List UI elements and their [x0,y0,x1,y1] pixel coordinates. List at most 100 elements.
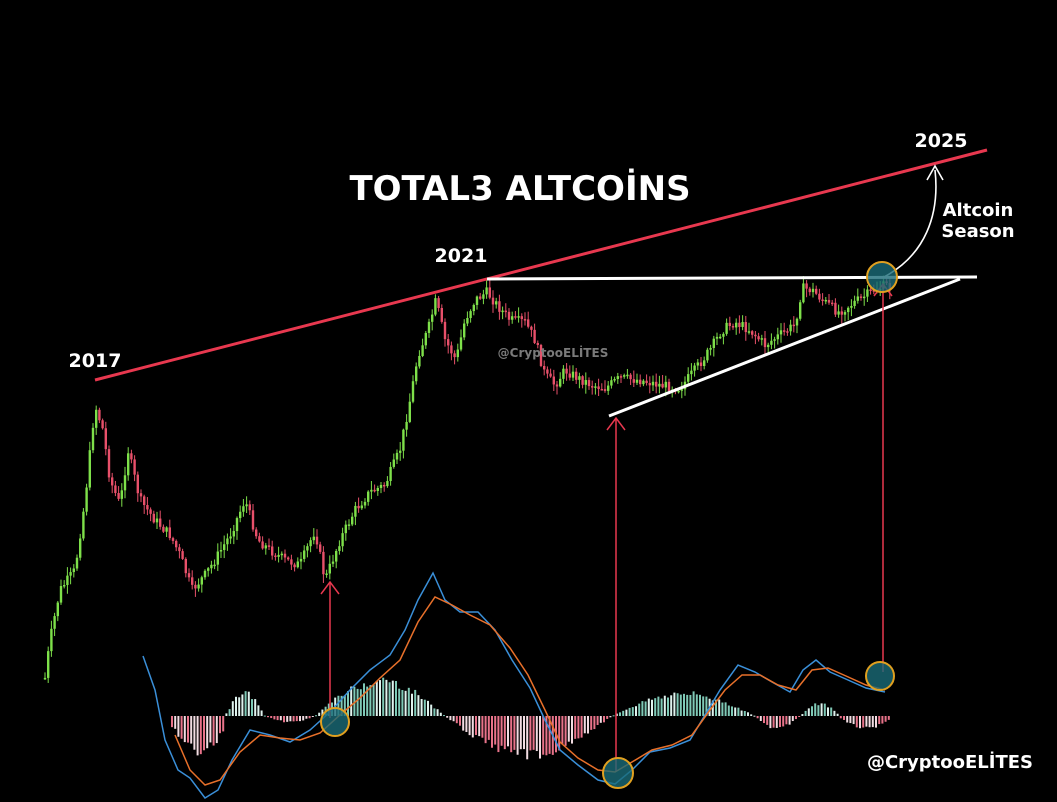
macd-histogram-bar [260,710,263,716]
candle-body [840,311,843,315]
macd-histogram-bar [471,716,474,738]
candle-body [863,296,866,299]
macd-cross-marker-2022 [602,757,634,789]
candle-body [101,420,104,429]
macd-histogram-bar [468,716,471,736]
candle-body [319,544,322,552]
candle-body [735,322,738,328]
candle-body [690,370,693,375]
macd-histogram-bar [567,716,570,742]
candle-body [741,322,744,327]
candle-body [136,474,139,494]
candle-body [517,316,520,318]
candle-body [447,339,450,346]
macd-histogram-bar [628,707,631,716]
macd-histogram-bar [372,684,375,716]
candle-body [376,487,379,491]
macd-histogram-bar [775,716,778,728]
candle-body [347,524,351,526]
candle-body [203,570,207,578]
candle-body [56,602,59,617]
candle-body [267,545,271,547]
season-curve-arrow [883,169,937,278]
macd-histogram-bar [644,701,647,716]
candle-body [603,389,607,391]
candle-body [107,449,111,478]
candle-body [328,563,331,574]
candle-body [661,383,664,388]
candle-body [168,527,171,539]
candle-body [66,575,69,586]
macd-histogram-bar [804,710,807,716]
macd-line [142,571,886,799]
candle-body [91,427,95,451]
candle-body [795,318,799,326]
candle-body [235,518,239,532]
macd-histogram-bar [638,703,641,716]
candle-body [437,298,440,308]
candle-body [459,337,463,350]
candle-body [578,376,581,380]
rising-support-line [608,277,961,418]
macd-histogram-bar [254,699,257,716]
candle-body [744,322,747,333]
candle-body [395,452,399,460]
candle-body [181,551,184,559]
candle-body [639,379,642,385]
candle-body [120,490,123,499]
candle-body [571,371,575,378]
candle-body [197,584,200,589]
candle-body [786,331,789,333]
macd-histogram-bar [785,716,788,725]
candle-body [386,481,389,487]
candle-body [79,538,82,558]
candle-body [482,294,485,299]
macd-histogram-bar [641,701,644,716]
candle-body [850,305,853,308]
macd-histogram-bar [305,716,308,719]
candle-body [488,287,491,298]
candle-body [69,572,72,576]
macd-histogram-bar [571,716,573,744]
macd-histogram-bar [731,706,733,716]
candle-body [216,551,219,565]
macd-histogram-bar [347,691,349,716]
chart-title: TOTAL3 ALTCOİNS [349,168,690,209]
candle-body [171,538,175,541]
macd-histogram-bar [603,716,605,723]
candle-body [815,288,818,294]
macd-histogram-bar [545,716,548,756]
candle-body [184,558,187,574]
candle-body [498,301,501,312]
candle-body [431,314,434,322]
candle-body [584,380,587,385]
macd-histogram-bar [203,716,205,751]
candle-body [546,369,549,374]
macd-histogram-bar [359,689,362,716]
candle-body [623,375,626,377]
candle-body [581,376,584,385]
candle-body [421,345,424,356]
macd-histogram-bar [446,716,449,718]
macd-histogram-bar [308,716,311,719]
macd-histogram-bar [590,716,593,730]
macd-histogram-bar [465,716,468,732]
candle-body [290,559,293,565]
breakout-marker-2025 [866,261,898,293]
macd-histogram-bar [718,699,721,716]
candle-body [338,546,341,551]
candle-body [802,283,805,303]
candle-body [114,485,117,494]
candle-body [72,568,75,573]
candle-body [309,540,312,547]
macd-histogram-bar [670,695,673,716]
macd-histogram-bar [667,697,669,716]
candle-body [856,296,859,301]
candle-body [792,324,795,327]
candle-body [258,536,261,542]
candle-body [712,338,715,348]
macd-histogram-bar [228,709,231,716]
macd-histogram-bar [209,716,212,743]
candle-body [466,318,469,324]
macd-histogram-bar [846,716,849,723]
